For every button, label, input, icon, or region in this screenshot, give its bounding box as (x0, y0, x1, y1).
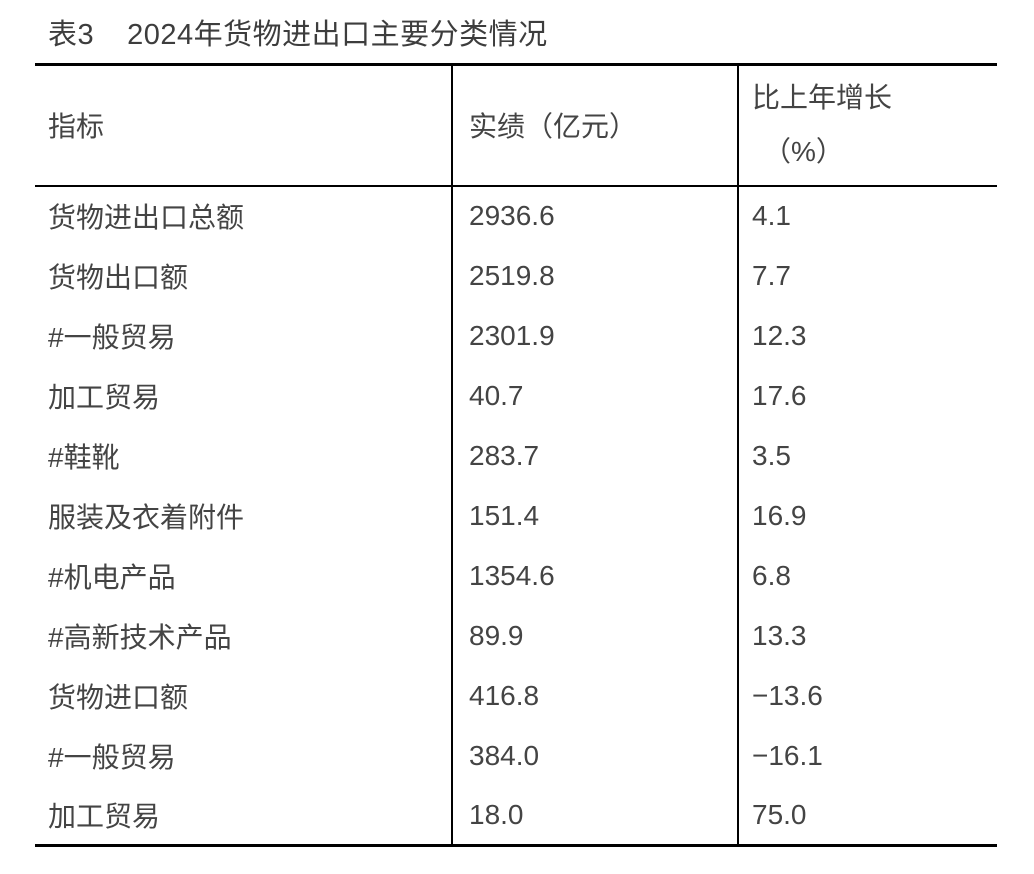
table-row: #一般贸易 384.0 −16.1 (35, 725, 997, 786)
header-indicator: 指标 (35, 64, 452, 187)
growth-cell: 16.9 (737, 485, 997, 546)
header-growth-line2: （%） (763, 136, 844, 168)
table-caption: 表3 2024年货物进出口主要分类情况 (48, 19, 548, 52)
growth-cell: 12.3 (737, 305, 997, 366)
table-row: 服装及衣着附件 151.4 16.9 (35, 485, 997, 546)
table-row: #机电产品 1354.6 6.8 (35, 545, 997, 606)
indicator-cell: #机电产品 (48, 561, 176, 593)
value-cell: 2936.6 (451, 185, 738, 246)
table-row: 货物进口额 416.8 −13.6 (35, 665, 997, 726)
growth-cell: 13.3 (737, 605, 997, 666)
growth-cell: 6.8 (737, 545, 997, 606)
indicator-cell: 货物进口额 (48, 681, 189, 713)
header-value: 实绩（亿元） (451, 64, 738, 187)
growth-cell: 4.1 (737, 185, 997, 246)
table-caption-title: 2024年货物进出口主要分类情况 (127, 19, 548, 51)
table-row: #高新技术产品 89.9 13.3 (35, 605, 997, 666)
value-cell: 2301.9 (451, 305, 738, 366)
value-cell: 40.7 (451, 365, 738, 426)
indicator-cell: #一般贸易 (48, 741, 176, 773)
value-cell: 384.0 (451, 725, 738, 786)
table-row: #一般贸易 2301.9 12.3 (35, 305, 997, 366)
indicator-cell: 服装及衣着附件 (48, 501, 245, 533)
table-row: 加工贸易 40.7 17.6 (35, 365, 997, 426)
import-export-table: 指标 实绩（亿元） 比上年增长 （%） 货物进出口总额 2936.6 4.1 货… (35, 63, 997, 847)
growth-cell: 3.5 (737, 425, 997, 486)
value-cell: 2519.8 (451, 245, 738, 306)
growth-cell: −13.6 (737, 665, 997, 726)
indicator-cell: 加工贸易 (48, 381, 161, 413)
value-cell: 151.4 (451, 485, 738, 546)
growth-cell: −16.1 (737, 725, 997, 786)
header-growth: 比上年增长 （%） (737, 64, 997, 187)
table-row: 货物进出口总额 2936.6 4.1 (35, 185, 997, 246)
header-growth-line1: 比上年增长 (752, 82, 893, 114)
value-cell: 1354.6 (451, 545, 738, 606)
value-cell: 89.9 (451, 605, 738, 666)
header-row: 指标 实绩（亿元） 比上年增长 （%） (35, 64, 997, 187)
indicator-cell: #一般贸易 (48, 321, 176, 353)
indicator-cell: 货物进出口总额 (48, 202, 245, 233)
indicator-cell: 货物出口额 (48, 261, 189, 293)
indicator-cell: 加工贸易 (48, 800, 161, 832)
value-cell: 416.8 (451, 665, 738, 726)
value-cell: 18.0 (451, 785, 738, 846)
growth-cell: 75.0 (737, 785, 997, 846)
table-caption-label: 表3 (48, 19, 95, 51)
value-cell: 283.7 (451, 425, 738, 486)
table-row: 货物出口额 2519.8 7.7 (35, 245, 997, 306)
indicator-cell: #鞋靴 (48, 441, 120, 473)
table-row: 加工贸易 18.0 75.0 (35, 785, 997, 846)
table-row: #鞋靴 283.7 3.5 (35, 425, 997, 486)
growth-cell: 17.6 (737, 365, 997, 426)
indicator-cell: #高新技术产品 (48, 621, 232, 653)
growth-cell: 7.7 (737, 245, 997, 306)
